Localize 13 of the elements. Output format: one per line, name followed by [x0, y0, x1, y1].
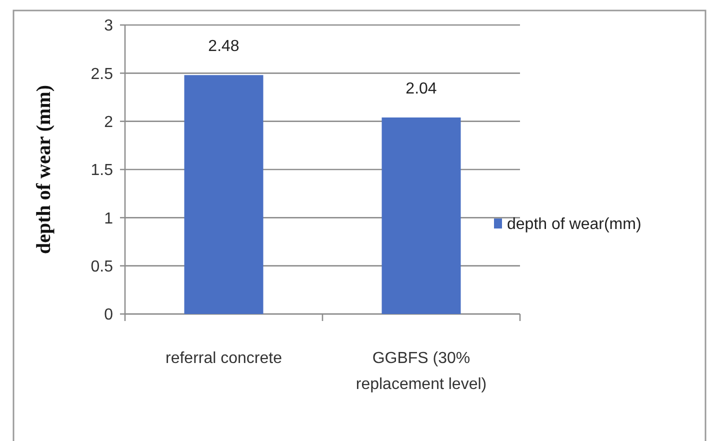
y-axis-title: depth of wear (mm)	[33, 84, 55, 254]
x-tick-label: GGBFS (30% replacement level)	[356, 350, 487, 393]
y-tick-label: 2.5	[90, 66, 114, 83]
y-tick-label: 1	[104, 210, 114, 228]
data-label: 2.04	[406, 80, 437, 98]
y-tick-label: 0	[104, 306, 114, 324]
x-tick-label: referral concrete	[166, 350, 282, 367]
y-tick-label: 0.5	[90, 258, 114, 276]
y-tick-label: 2	[104, 114, 114, 131]
data-label: 2.48	[208, 38, 240, 56]
y-tick-label: 3	[104, 18, 114, 35]
y-tick-label: 1.5	[90, 162, 114, 180]
legend-label: depth of wear(mm)	[507, 216, 642, 234]
